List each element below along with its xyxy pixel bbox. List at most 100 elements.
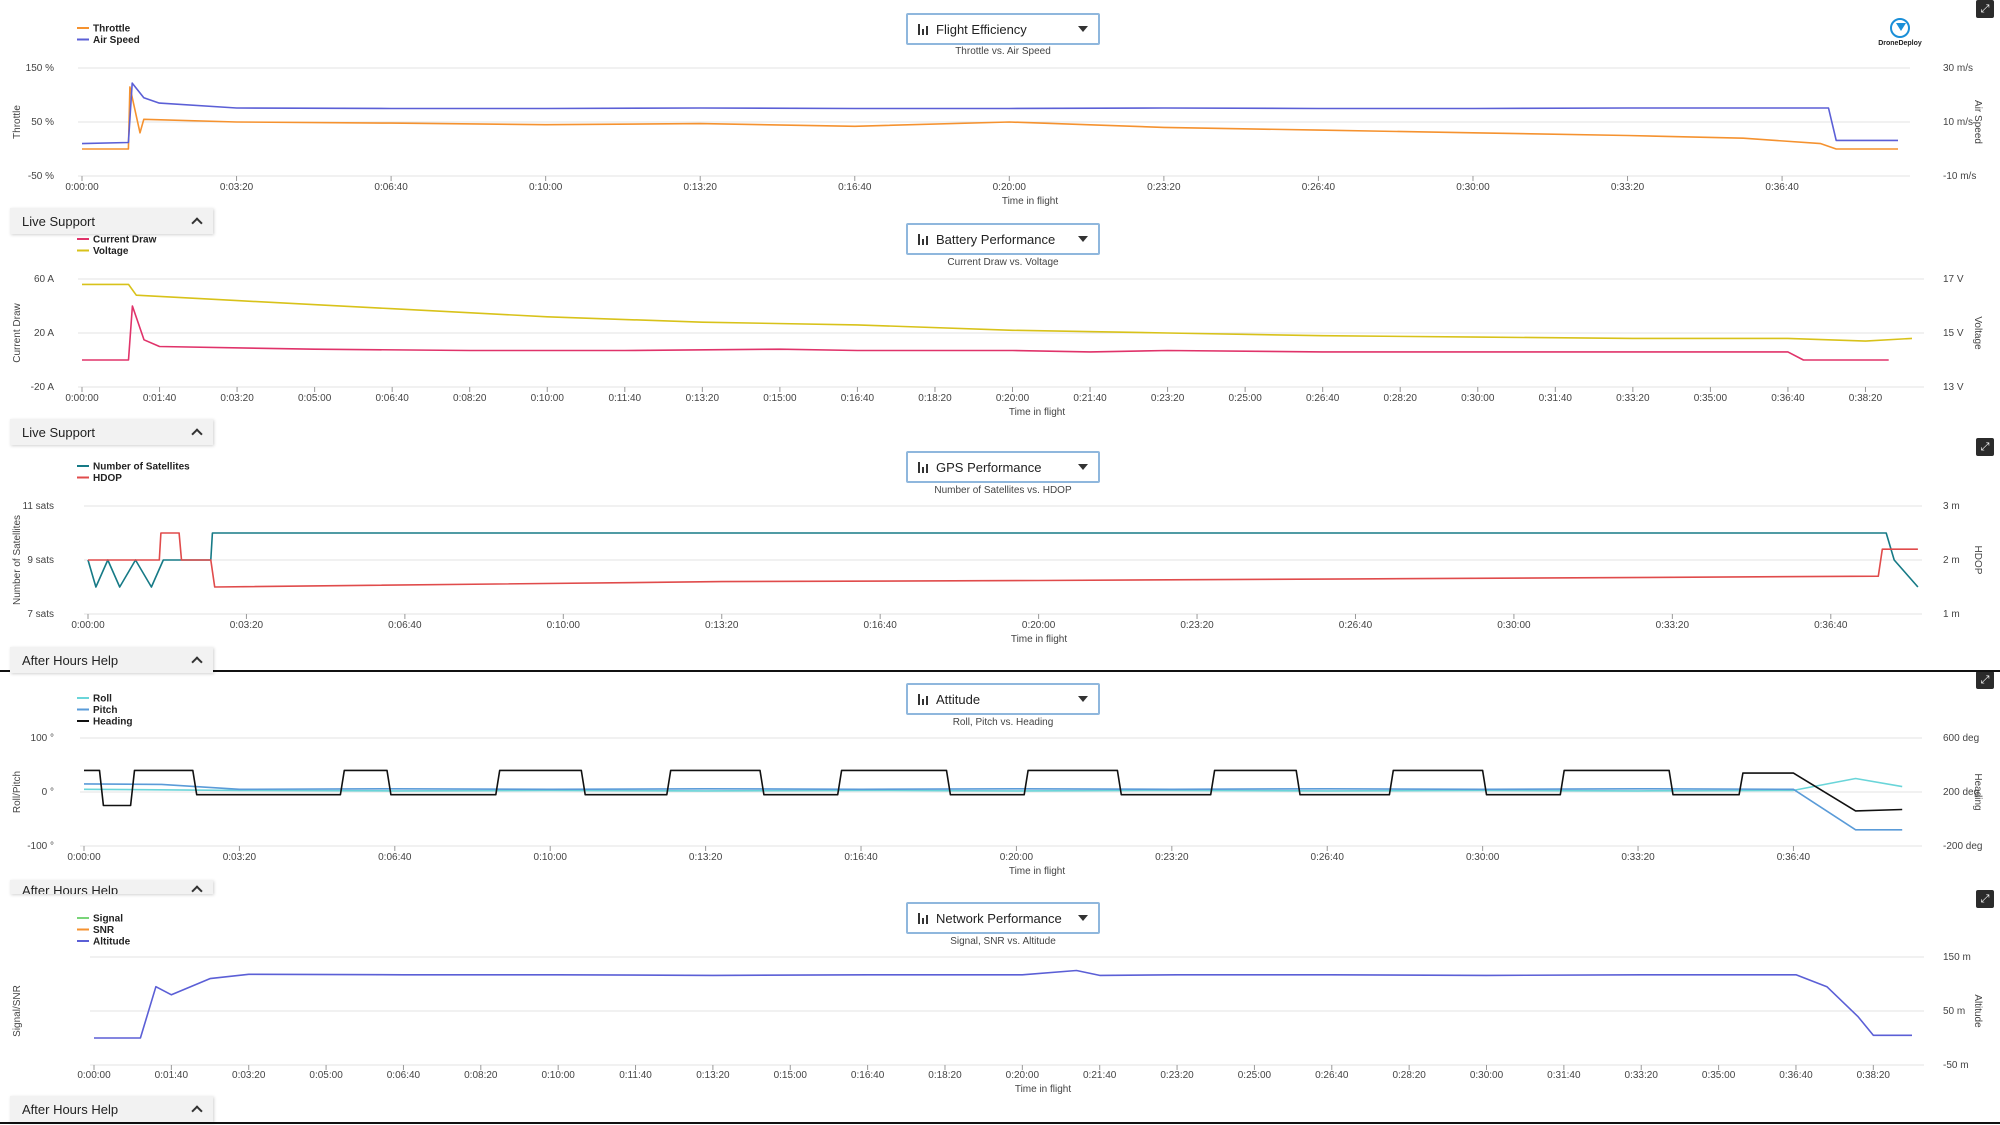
chart-type-dropdown[interactable]: Network Performance [906,902,1100,934]
x-tick-label: 0:20:00 [1006,1070,1040,1081]
x-tick-label: 0:01:40 [155,1070,189,1081]
x-axis-label: Time in flight [1009,866,1066,877]
x-tick-label: 0:23:20 [1155,852,1189,863]
legend-entry: SNR [93,925,115,936]
chart-type-dropdown[interactable]: Flight Efficiency [906,13,1100,45]
x-tick-label: 0:11:40 [608,393,641,404]
y-tick-label: 7 sats [27,609,54,620]
x-tick-label: 0:36:40 [1771,393,1805,404]
live-support-button[interactable]: Live Support [10,208,213,234]
attitude-panel: 100 ° 0 ° -100 ° 600 deg 200 deg -200 deg 0:00… [0,683,2000,888]
chart-type-dropdown[interactable]: GPS Performance [906,451,1100,483]
x-tick-label: 0:33:20 [1616,393,1650,404]
y2-tick-label: 17 V [1943,274,1964,285]
x-tick-label: 0:00:00 [65,182,99,193]
support-label: After Hours Help [22,652,119,668]
after-hours-help-button[interactable]: After Hours Help [10,647,213,673]
x-tick-label: 0:26:40 [1311,852,1345,863]
x-tick-label: 0:06:40 [387,1070,421,1081]
bar-chart-icon [918,233,931,245]
section-divider [0,1122,2000,1124]
y2-tick-label: 200 deg [1943,787,1979,798]
x-tick-label: 0:00:00 [71,620,105,631]
expand-icon[interactable]: ⤢ [1976,0,1994,18]
chevron-down-icon [1078,915,1088,921]
chart-subtitle: Number of Satellites vs. HDOP [934,485,1072,496]
y-tick-label: 100 ° [31,733,54,744]
x-tick-label: 0:01:40 [143,393,177,404]
x-tick-label: 0:06:40 [378,852,412,863]
x-tick-label: 0:36:40 [1777,852,1811,863]
x-tick-label: 0:00:00 [67,852,101,863]
x-tick-label: 0:10:00 [547,620,581,631]
x-tick-label: 0:18:20 [928,1070,962,1081]
series-line [83,783,1903,831]
x-tick-label: 0:10:00 [534,852,568,863]
y2-axis-label: Heading [1972,773,1983,810]
chart-subtitle: Signal, SNR vs. Altitude [950,936,1056,947]
x-tick-label: 0:36:40 [1779,1070,1813,1081]
y-tick-label: -20 A [31,382,55,393]
chevron-up-icon [191,885,203,894]
y-tick-label: 150 % [26,63,54,74]
x-tick-label: 0:03:20 [230,620,264,631]
x-tick-label: 0:25:00 [1228,393,1262,404]
chart-type-dropdown[interactable]: Battery Performance [906,223,1100,255]
x-tick-label: 0:30:00 [1497,620,1531,631]
x-tick-label: 0:18:20 [918,393,952,404]
legend-entry: Voltage [93,246,129,257]
battery-performance-panel: 60 A 20 A -20 A 17 V 15 V 13 V 0:00:00 0:01:40 0… [0,223,2000,420]
x-tick-label: 0:03:20 [220,393,254,404]
x-tick-label: 0:35:00 [1694,393,1728,404]
x-tick-label: 0:30:00 [1466,852,1500,863]
series-line [82,86,1898,150]
x-tick-label: 0:33:20 [1625,1070,1659,1081]
series-line [84,769,1903,812]
y-tick-label: 60 A [34,274,54,285]
x-tick-label: 0:06:40 [374,182,408,193]
legend-entry: Signal [93,914,123,925]
x-tick-label: 0:16:40 [838,182,872,193]
dropdown-label: Attitude [936,691,981,707]
x-tick-label: 0:26:40 [1302,182,1336,193]
series-line [83,777,1903,792]
y2-axis-label: Altitude [1972,994,1983,1028]
x-tick-label: 0:15:00 [774,1070,808,1081]
flight-efficiency-chart: 150 % 50 % -50 % 30 m/s 10 m/s -10 m/s 0:00:00… [12,24,1983,208]
flight-efficiency-panel: 150 % 50 % -50 % 30 m/s 10 m/s -10 m/s 0:00:00… [0,0,2000,210]
x-tick-label: 0:30:00 [1470,1070,1504,1081]
expand-icon[interactable]: ⤢ [1976,438,1994,456]
x-tick-label: 0:23:20 [1160,1070,1194,1081]
support-label: After Hours Help [22,883,119,894]
x-axis-label: Time in flight [1002,196,1059,207]
y-axis-label: Roll/Pitch [12,771,23,813]
chart-type-dropdown[interactable]: Attitude [906,683,1100,715]
bar-chart-icon [918,461,931,473]
legend-entry: Pitch [93,705,117,716]
network-performance-chart: 150 m 50 m -50 m 0:00:00 0:01:40 0:03:20 0:05:… [12,914,1983,1096]
y-axis-label: Signal/SNR [12,985,23,1037]
x-tick-label: 0:30:00 [1461,393,1495,404]
bar-chart-icon [918,23,931,35]
x-tick-label: 0:26:40 [1315,1070,1349,1081]
support-label: Live Support [22,424,95,440]
chevron-down-icon [1078,696,1088,702]
expand-icon[interactable]: ⤢ [1976,890,1994,908]
legend-entry: Altitude [93,937,131,948]
y-tick-label: 20 A [34,328,54,339]
x-tick-label: 0:28:20 [1392,1070,1426,1081]
x-axis-label: Time in flight [1011,634,1068,645]
x-tick-label: 0:30:00 [1456,182,1490,193]
y2-axis-label: Voltage [1972,316,1983,350]
legend-entry: Air Speed [93,35,140,46]
after-hours-help-button[interactable]: After Hours Help [10,880,213,894]
expand-icon[interactable]: ⤢ [1976,671,1994,689]
live-support-button[interactable]: Live Support [10,419,213,445]
x-tick-label: 0:10:00 [541,1070,575,1081]
chevron-down-icon [1078,26,1088,32]
x-tick-label: 0:13:20 [689,852,723,863]
after-hours-help-button[interactable]: After Hours Help [10,1096,213,1122]
x-tick-label: 0:23:20 [1151,393,1185,404]
y-axis-label: Current Draw [12,302,23,362]
dronedeploy-logo: DroneDeploy [1870,18,1930,47]
